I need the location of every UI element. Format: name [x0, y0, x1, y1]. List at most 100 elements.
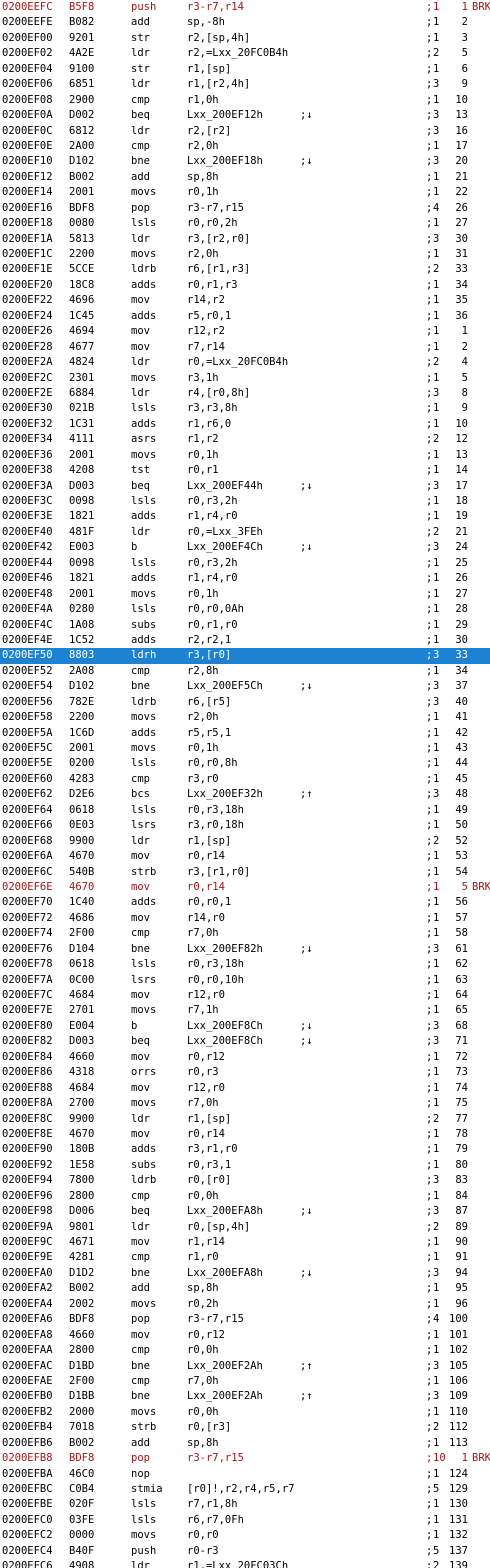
instruction-row[interactable]: 0200EFA8 4660 mov r0,r12; 1 101	[0, 1328, 490, 1343]
instruction-row[interactable]: 0200EF0E 2A00 cmp r2,0h; 1 17	[0, 139, 490, 154]
instruction-row[interactable]: 0200EF8E 4670 mov r0,r14; 1 78	[0, 1127, 490, 1142]
instruction-row[interactable]: 0200EF36 2001 movs r0,1h; 1 13	[0, 448, 490, 463]
instruction-row[interactable]: 0200EF8A 2700 movs r7,0h; 1 75	[0, 1096, 490, 1111]
instruction-row[interactable]: 0200EF3C 0098 lsls r0,r3,2h; 1 18	[0, 494, 490, 509]
instruction-row[interactable]: 0200EF92 1E58 subs r0,r3,1; 1 80	[0, 1158, 490, 1173]
instruction-row[interactable]: 0200EF40 481F ldr r0,=Lxx_3FEh; 2 21	[0, 525, 490, 540]
instruction-row[interactable]: 0200EF02 4A2E ldr r2,=Lxx_20FC0B4h; 2 5	[0, 46, 490, 61]
instruction-row[interactable]: 0200EF04 9100 str r1,[sp]; 1 6	[0, 62, 490, 77]
instruction-row[interactable]: 0200EF68 9900 ldr r1,[sp]; 2 52	[0, 834, 490, 849]
instruction-row[interactable]: 0200EF76 D104 bne Lxx_200EF82h; 3 61 ;↓	[0, 942, 490, 957]
instruction-row[interactable]: 0200EF32 1C31 adds r1,r6,0; 1 10	[0, 417, 490, 432]
instruction-row[interactable]: 0200EF5E 0200 lsls r0,r0,8h; 1 44	[0, 756, 490, 771]
instruction-row[interactable]: 0200EFAC D1BD bne Lxx_200EF2Ah; 3 105 ;↑	[0, 1359, 490, 1374]
instruction-row[interactable]: 0200EF94 7800 ldrb r0,[r0]; 3 83	[0, 1173, 490, 1188]
instruction-row[interactable]: 0200EF4E 1C52 adds r2,r2,1; 1 30	[0, 633, 490, 648]
instruction-row[interactable]: 0200EF6A 4670 mov r0,r14; 1 53	[0, 849, 490, 864]
instruction-row[interactable]: 0200EF16 BDF8 pop r3-r7,r15; 4 26	[0, 201, 490, 216]
instruction-row[interactable]: 0200EF7A 0C00 lsrs r0,r0,10h; 1 63	[0, 973, 490, 988]
instruction-row[interactable]: 0200EFC6 4908 ldr r1,=Lxx_20FC03Ch; 2 139	[0, 1559, 490, 1568]
selected-instruction-row[interactable]: 0200EF50 8803 ldrh r3,[r0]; 3 33	[0, 648, 490, 664]
instruction-row[interactable]: 0200EF82 D003 beq Lxx_200EF8Ch; 3 71 ;↓	[0, 1034, 490, 1049]
instruction-row[interactable]: 0200EF34 4111 asrs r1,r2; 2 12	[0, 432, 490, 447]
instruction-row[interactable]: 0200EFC2 0000 movs r0,r0; 1 132	[0, 1528, 490, 1543]
instruction-row[interactable]: 0200EF9A 9801 ldr r0,[sp,4h]; 2 89	[0, 1220, 490, 1235]
instruction-row[interactable]: 0200EFA6 BDF8 pop r3-r7,r15; 4 100	[0, 1312, 490, 1327]
instruction-row[interactable]: 0200EF46 1821 adds r1,r4,r0; 1 26	[0, 571, 490, 586]
instruction-row[interactable]: 0200EF7E 2701 movs r7,1h; 1 65	[0, 1003, 490, 1018]
instruction-row[interactable]: 0200EFA4 2002 movs r0,2h; 1 96	[0, 1297, 490, 1312]
instruction-row[interactable]: 0200EFAE 2F00 cmp r7,0h; 1 106	[0, 1374, 490, 1389]
instruction-row[interactable]: 0200EF5C 2001 movs r0,1h; 1 43	[0, 741, 490, 756]
instruction-row[interactable]: 0200EF0A D002 beq Lxx_200EF12h; 3 13 ;↓	[0, 108, 490, 123]
instruction-row[interactable]: 0200EF1E 5CCE ldrb r6,[r1,r3]; 2 33	[0, 262, 490, 277]
instruction-row[interactable]: 0200EF80 E004 b Lxx_200EF8Ch; 3 68 ;↓	[0, 1019, 490, 1034]
instruction-row[interactable]: 0200EFA0 D1D2 bne Lxx_200EFA8h; 3 94 ;↓	[0, 1266, 490, 1281]
instruction-row[interactable]: 0200EF2E 6884 ldr r4,[r0,8h]; 3 8	[0, 386, 490, 401]
breakpoint-instruction-row[interactable]: 0200EEFC B5F8 push r3-r7,r14; 1 1 BRK	[0, 0, 490, 15]
instruction-row[interactable]: 0200EF62 D2E6 bcs Lxx_200EF32h; 3 48 ;↑	[0, 787, 490, 802]
instruction-row[interactable]: 0200EF70 1C40 adds r0,r0,1; 1 56	[0, 895, 490, 910]
instruction-row[interactable]: 0200EF3A D003 beq Lxx_200EF44h; 3 17 ;↓	[0, 479, 490, 494]
instruction-row[interactable]: 0200EF4A 0280 lsls r0,r0,0Ah; 1 28	[0, 602, 490, 617]
instruction-row[interactable]: 0200EFB2 2000 movs r0,0h; 1 110	[0, 1405, 490, 1420]
instruction-row[interactable]: 0200EF74 2F00 cmp r7,0h; 1 58	[0, 926, 490, 941]
instruction-row[interactable]: 0200EF08 2900 cmp r1,0h; 1 10	[0, 93, 490, 108]
instruction-row[interactable]: 0200EF9E 4281 cmp r1,r0; 1 91	[0, 1250, 490, 1265]
instruction-row[interactable]: 0200EF28 4677 mov r7,r14; 1 2	[0, 340, 490, 355]
instruction-row[interactable]: 0200EF0C 6812 ldr r2,[r2]; 3 16	[0, 124, 490, 139]
instruction-row[interactable]: 0200EF1C 2200 movs r2,0h; 1 31	[0, 247, 490, 262]
instruction-row[interactable]: 0200EF84 4660 mov r0,r12; 1 72	[0, 1050, 490, 1065]
instruction-row[interactable]: 0200EF52 2A08 cmp r2,8h; 1 34	[0, 664, 490, 679]
instruction-row[interactable]: 0200EF90 180B adds r3,r1,r0; 1 79	[0, 1142, 490, 1157]
instruction-row[interactable]: 0200EF9C 4671 mov r1,r14; 1 90	[0, 1235, 490, 1250]
instruction-row[interactable]: 0200EF10 D102 bne Lxx_200EF18h; 3 20 ;↓	[0, 154, 490, 169]
instruction-row[interactable]: 0200EF64 0618 lsls r0,r3,18h; 1 49	[0, 803, 490, 818]
instruction-row[interactable]: 0200EF54 D102 bne Lxx_200EF5Ch; 3 37 ;↓	[0, 679, 490, 694]
instruction-row[interactable]: 0200EF26 4694 mov r12,r2; 1 1	[0, 324, 490, 339]
instruction-row[interactable]: 0200EF24 1C45 adds r5,r0,1; 1 36	[0, 309, 490, 324]
instruction-row[interactable]: 0200EF14 2001 movs r0,1h; 1 22	[0, 185, 490, 200]
instruction-row[interactable]: 0200EF58 2200 movs r2,0h; 1 41	[0, 710, 490, 725]
instruction-row[interactable]: 0200EF3E 1821 adds r1,r4,r0; 1 19	[0, 509, 490, 524]
instruction-row[interactable]: 0200EF56 782E ldrb r6,[r5]; 3 40	[0, 695, 490, 710]
instruction-row[interactable]: 0200EF6C 540B strb r3,[r1,r0]; 1 54	[0, 865, 490, 880]
instruction-row[interactable]: 0200EFB4 7018 strb r0,[r3]; 2 112	[0, 1420, 490, 1435]
instruction-row[interactable]: 0200EF2A 4824 ldr r0,=Lxx_20FC0B4h; 2 4	[0, 355, 490, 370]
instruction-row[interactable]: 0200EF2C 2301 movs r3,1h; 1 5	[0, 371, 490, 386]
instruction-row[interactable]: 0200EF72 4686 mov r14,r0; 1 57	[0, 911, 490, 926]
instruction-row[interactable]: 0200EFC0 03FE lsls r6,r7,0Fh; 1 131	[0, 1513, 490, 1528]
instruction-row[interactable]: 0200EF78 0618 lsls r0,r3,18h; 1 62	[0, 957, 490, 972]
instruction-row[interactable]: 0200EFC4 B40F push r0-r3; 5 137	[0, 1544, 490, 1559]
instruction-row[interactable]: 0200EF4C 1A08 subs r0,r1,r0; 1 29	[0, 618, 490, 633]
instruction-row[interactable]: 0200EF42 E003 b Lxx_200EF4Ch; 3 24 ;↓	[0, 540, 490, 555]
instruction-row[interactable]: 0200EF44 0098 lsls r0,r3,2h; 1 25	[0, 556, 490, 571]
instruction-row[interactable]: 0200EFA2 B002 add sp,8h; 1 95	[0, 1281, 490, 1296]
instruction-row[interactable]: 0200EFBA 46C0 nop; 1 124	[0, 1467, 490, 1482]
instruction-row[interactable]: 0200EFB0 D1BB bne Lxx_200EF2Ah; 3 109 ;↑	[0, 1389, 490, 1404]
instruction-row[interactable]: 0200EEFE B082 add sp,-8h; 1 2	[0, 15, 490, 30]
instruction-row[interactable]: 0200EF22 4696 mov r14,r2; 1 35	[0, 293, 490, 308]
instruction-row[interactable]: 0200EF5A 1C6D adds r5,r5,1; 1 42	[0, 726, 490, 741]
instruction-row[interactable]: 0200EFAA 2800 cmp r0,0h; 1 102	[0, 1343, 490, 1358]
breakpoint-instruction-row[interactable]: 0200EFB8 BDF8 pop r3-r7,r15; 10 1 BRK	[0, 1451, 490, 1466]
instruction-row[interactable]: 0200EF86 4318 orrs r0,r3; 1 73	[0, 1065, 490, 1080]
instruction-row[interactable]: 0200EF06 6851 ldr r1,[r2,4h]; 3 9	[0, 77, 490, 92]
instruction-row[interactable]: 0200EF00 9201 str r2,[sp,4h]; 1 3	[0, 31, 490, 46]
instruction-row[interactable]: 0200EF8C 9900 ldr r1,[sp]; 2 77	[0, 1112, 490, 1127]
instruction-row[interactable]: 0200EF30 021B lsls r3,r3,8h; 1 9	[0, 401, 490, 416]
instruction-row[interactable]: 0200EF20 18C8 adds r0,r1,r3; 1 34	[0, 278, 490, 293]
instruction-row[interactable]: 0200EF98 D006 beq Lxx_200EFA8h; 3 87 ;↓	[0, 1204, 490, 1219]
breakpoint-instruction-row[interactable]: 0200EF6E 4670 mov r0,r14; 1 5 BRK	[0, 880, 490, 895]
instruction-row[interactable]: 0200EF66 0E03 lsrs r3,r0,18h; 1 50	[0, 818, 490, 833]
instruction-row[interactable]: 0200EF96 2800 cmp r0,0h; 1 84	[0, 1189, 490, 1204]
instruction-row[interactable]: 0200EFB6 B002 add sp,8h; 1 113	[0, 1436, 490, 1451]
instruction-row[interactable]: 0200EF18 0080 lsls r0,r0,2h; 1 27	[0, 216, 490, 231]
instruction-row[interactable]: 0200EF88 4684 mov r12,r0; 1 74	[0, 1081, 490, 1096]
instruction-row[interactable]: 0200EF7C 4684 mov r12,r0; 1 64	[0, 988, 490, 1003]
instruction-row[interactable]: 0200EF60 4283 cmp r3,r0; 1 45	[0, 772, 490, 787]
instruction-row[interactable]: 0200EFBE 020F lsls r7,r1,8h; 1 130	[0, 1497, 490, 1512]
instruction-row[interactable]: 0200EFBC C0B4 stmia [r0]!,r2,r4,r5,r7; 5 129	[0, 1482, 490, 1497]
instruction-row[interactable]: 0200EF12 B002 add sp,8h; 1 21	[0, 170, 490, 185]
